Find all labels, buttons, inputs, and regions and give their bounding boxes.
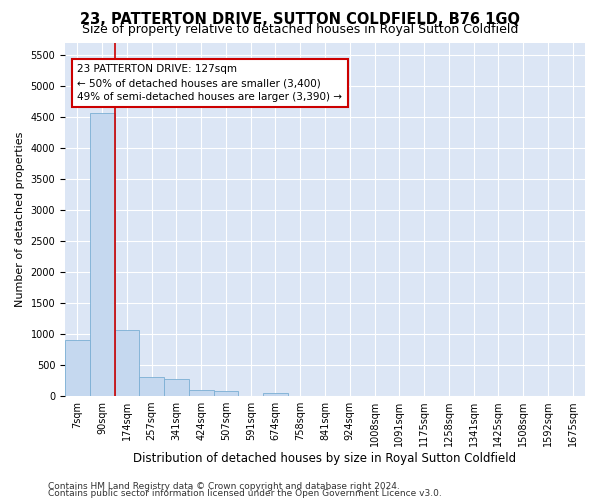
Text: 23 PATTERTON DRIVE: 127sqm
← 50% of detached houses are smaller (3,400)
49% of s: 23 PATTERTON DRIVE: 127sqm ← 50% of deta… <box>77 64 343 102</box>
Text: Contains public sector information licensed under the Open Government Licence v3: Contains public sector information licen… <box>48 489 442 498</box>
Bar <box>214 391 238 396</box>
Bar <box>189 390 214 396</box>
Bar <box>263 392 288 396</box>
Bar <box>139 378 164 396</box>
Bar <box>115 330 139 396</box>
Bar <box>90 112 115 396</box>
Bar <box>164 378 189 396</box>
Text: 23, PATTERTON DRIVE, SUTTON COLDFIELD, B76 1GQ: 23, PATTERTON DRIVE, SUTTON COLDFIELD, B… <box>80 12 520 28</box>
X-axis label: Distribution of detached houses by size in Royal Sutton Coldfield: Distribution of detached houses by size … <box>133 452 517 465</box>
Bar <box>65 340 90 396</box>
Text: Contains HM Land Registry data © Crown copyright and database right 2024.: Contains HM Land Registry data © Crown c… <box>48 482 400 491</box>
Y-axis label: Number of detached properties: Number of detached properties <box>15 132 25 307</box>
Text: Size of property relative to detached houses in Royal Sutton Coldfield: Size of property relative to detached ho… <box>82 22 518 36</box>
